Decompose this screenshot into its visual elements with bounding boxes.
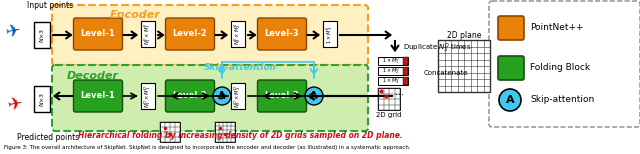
Text: $1\times M_3^E$: $1\times M_3^E$ xyxy=(324,24,335,44)
Text: 2D plane: 2D plane xyxy=(447,30,481,39)
Text: Duplicate $N_3^D$ times: Duplicate $N_3^D$ times xyxy=(403,41,472,55)
Bar xyxy=(378,57,408,65)
Text: Level-3: Level-3 xyxy=(265,30,300,38)
Bar xyxy=(34,86,50,112)
Text: Level-2: Level-2 xyxy=(173,30,207,38)
Text: Predicted points: Predicted points xyxy=(17,134,79,142)
Bar xyxy=(378,77,408,85)
Text: PointNet++: PointNet++ xyxy=(530,24,584,32)
Bar xyxy=(323,21,337,47)
FancyBboxPatch shape xyxy=(166,80,214,112)
Bar xyxy=(403,57,408,65)
Text: Skip-attention: Skip-attention xyxy=(530,95,595,105)
Text: A: A xyxy=(218,91,226,101)
Text: ✈: ✈ xyxy=(7,95,25,115)
Bar xyxy=(231,83,245,109)
Text: Level-3: Level-3 xyxy=(265,91,300,101)
Ellipse shape xyxy=(213,87,231,105)
Bar xyxy=(403,77,408,85)
Text: Level-1: Level-1 xyxy=(81,91,115,101)
FancyBboxPatch shape xyxy=(52,65,368,131)
Text: $N_2^E\times M_2^E$: $N_2^E\times M_2^E$ xyxy=(232,23,243,45)
Bar xyxy=(215,122,235,142)
Text: A: A xyxy=(506,95,515,105)
Bar xyxy=(160,122,180,142)
Text: Decoder: Decoder xyxy=(67,71,119,81)
FancyBboxPatch shape xyxy=(74,80,122,112)
Bar xyxy=(378,88,400,110)
FancyBboxPatch shape xyxy=(489,1,640,127)
FancyBboxPatch shape xyxy=(498,16,524,40)
FancyBboxPatch shape xyxy=(74,18,122,50)
Text: $N{\times}3$: $N{\times}3$ xyxy=(38,91,46,107)
Bar xyxy=(141,83,155,109)
Bar xyxy=(34,22,50,48)
Text: Hierarchical folding by increasing density of 2D grids sampled on 2D plane.: Hierarchical folding by increasing densi… xyxy=(77,132,403,140)
Bar xyxy=(231,21,245,47)
Text: Level-2: Level-2 xyxy=(173,91,207,101)
Text: ...: ... xyxy=(396,87,404,97)
Bar xyxy=(141,21,155,47)
Text: 2D grid: 2D grid xyxy=(376,112,402,118)
Text: Encoder: Encoder xyxy=(109,10,161,20)
Text: $N_2^D\times M_2^D$: $N_2^D\times M_2^D$ xyxy=(232,84,243,108)
Text: $N_1^D\times M_1^D$: $N_1^D\times M_1^D$ xyxy=(143,84,154,108)
Ellipse shape xyxy=(499,89,521,111)
Text: $N{\times}3$: $N{\times}3$ xyxy=(38,27,46,43)
FancyBboxPatch shape xyxy=(498,56,524,80)
Text: ✈: ✈ xyxy=(5,22,23,42)
Text: A: A xyxy=(310,91,317,101)
Text: Level-1: Level-1 xyxy=(81,30,115,38)
FancyBboxPatch shape xyxy=(166,18,214,50)
FancyBboxPatch shape xyxy=(257,18,307,50)
Text: Input points: Input points xyxy=(27,2,73,10)
Text: $1\times M_2^D$: $1\times M_2^D$ xyxy=(382,66,400,76)
Text: Folding Block: Folding Block xyxy=(530,63,590,73)
Bar xyxy=(378,67,408,75)
Text: Figure 3: The overall architecture of SkipNet. SkipNet is designed to incorporat: Figure 3: The overall architecture of Sk… xyxy=(4,146,411,150)
Bar xyxy=(403,67,408,75)
Ellipse shape xyxy=(305,87,323,105)
Bar xyxy=(438,40,490,92)
Text: $N_1^E\times M_1^E$: $N_1^E\times M_1^E$ xyxy=(143,23,154,45)
Text: Concatenate: Concatenate xyxy=(424,70,468,76)
FancyBboxPatch shape xyxy=(257,80,307,112)
Text: $1\times M_1^D$: $1\times M_1^D$ xyxy=(382,56,400,66)
Text: $1\times M_3^D$: $1\times M_3^D$ xyxy=(382,76,400,86)
FancyBboxPatch shape xyxy=(52,5,368,65)
Text: Skip-attention: Skip-attention xyxy=(204,63,276,73)
